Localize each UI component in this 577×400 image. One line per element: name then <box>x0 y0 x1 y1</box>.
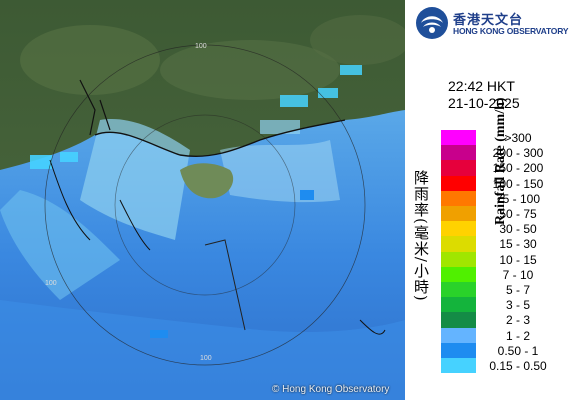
coastline <box>94 119 346 158</box>
legend-label: 0.15 - 0.50 <box>489 359 547 373</box>
legend-row: 150 - 200 <box>441 160 556 176</box>
legend-row: 10 - 15 <box>441 251 556 267</box>
legend-swatch <box>441 236 476 252</box>
legend-row: 15 - 30 <box>441 236 556 252</box>
logo-name-chinese: 香港天文台 <box>453 13 524 28</box>
legend-swatch <box>441 358 476 374</box>
legend-swatch <box>441 206 476 222</box>
legend-row: 0.50 - 1 <box>441 342 556 358</box>
legend-row: 200 - 300 <box>441 145 556 161</box>
legend-label: 3 - 5 <box>505 298 530 313</box>
legend-swatch <box>441 145 476 161</box>
hko-logo[interactable]: 香港天文台 HONG KONG OBSERVATORY <box>415 6 575 42</box>
legend-row: 75 - 100 <box>441 190 556 206</box>
legend-swatch <box>441 327 476 343</box>
legend-row: 3 - 5 <box>441 297 556 313</box>
range-ring-inner <box>114 114 296 296</box>
legend-label: 10 - 15 <box>499 252 537 267</box>
legend-label: 5 - 7 <box>505 283 530 297</box>
legend-label: 150 - 200 <box>492 161 544 176</box>
observation-date: 21-10-2025 <box>448 95 520 111</box>
legend-label: 2 - 3 <box>505 313 530 328</box>
legend-swatch <box>441 297 476 313</box>
legend-swatch <box>441 190 476 206</box>
legend-swatch <box>441 175 476 191</box>
legend-swatch <box>441 160 476 176</box>
logo-name-english: HONG KONG OBSERVATORY <box>453 26 569 36</box>
legend-row: 5 - 7 <box>441 282 556 298</box>
legend-label: 75 - 100 <box>495 191 541 206</box>
legend-row: 7 - 10 <box>441 266 556 282</box>
hong-kong-land <box>180 163 234 199</box>
legend-swatch <box>441 221 476 237</box>
legend-label: 7 - 10 <box>502 267 534 282</box>
legend-label: 0.50 - 1 <box>497 343 539 358</box>
side-panel: 香港天文台 HONG KONG OBSERVATORY 22:42 HKT 21… <box>405 0 577 400</box>
legend-label: 100 - 150 <box>492 176 544 191</box>
legend-swatch <box>441 130 476 146</box>
legend-row: 1 - 2 <box>441 327 556 343</box>
legend-swatch <box>441 312 476 328</box>
range-ring-label-north: 100 <box>195 43 207 50</box>
airport-runway <box>204 239 246 331</box>
legend-label: 200 - 300 <box>492 146 544 161</box>
legend-title-chinese: 降雨率(毫米/小時) <box>412 170 430 302</box>
legend-swatch <box>441 251 476 267</box>
legend-label: 15 - 30 <box>499 237 537 252</box>
legend-label: 50 - 75 <box>499 207 537 221</box>
radar-map: 100 100 100 © Hong Kong Observatory <box>0 0 405 400</box>
legend-row: 50 - 75 <box>441 206 556 222</box>
hko-emblem-icon <box>416 7 448 39</box>
legend-row: 100 - 150 <box>441 175 556 191</box>
observation-time: 22:42 HKT <box>448 78 515 94</box>
legend-swatch <box>441 266 476 282</box>
legend-row: >300 <box>441 130 556 146</box>
radar-map-canvas: 100 100 100 <box>0 0 405 400</box>
range-ring-outer <box>44 44 366 366</box>
legend-label: >300 <box>504 131 532 145</box>
legend-row: 0.15 - 0.50 <box>441 358 556 374</box>
legend-swatch <box>441 282 476 298</box>
legend-row: 2 - 3 <box>441 312 556 328</box>
range-ring-label-west: 100 <box>45 280 57 287</box>
legend-row: 30 - 50 <box>441 221 556 237</box>
legend-title-english: Rainfall Rate (mm/h) <box>493 97 508 225</box>
legend-label: 1 - 2 <box>505 328 530 343</box>
range-ring-label-south: 100 <box>200 355 212 362</box>
legend-label: 30 - 50 <box>499 222 537 237</box>
legend-swatch <box>441 342 476 358</box>
copyright-notice: © Hong Kong Observatory <box>272 384 390 395</box>
